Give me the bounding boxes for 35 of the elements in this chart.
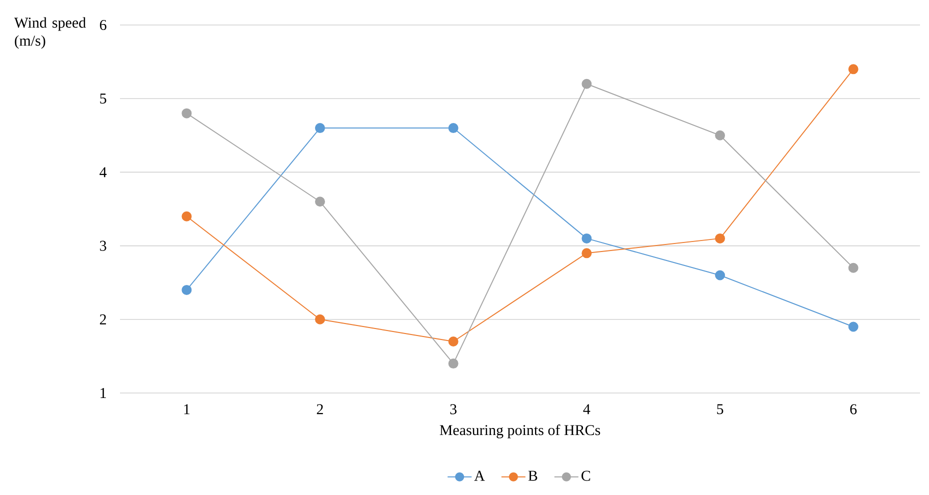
point	[848, 322, 858, 332]
x-tick-label: 6	[850, 404, 857, 414]
legend-label: B	[528, 470, 538, 481]
point	[182, 284, 192, 295]
point	[315, 196, 326, 207]
point	[315, 123, 326, 134]
point	[848, 64, 858, 74]
x-axis-title: Measuring points of HRCs	[440, 424, 600, 438]
point	[582, 248, 592, 258]
x-tick-label: 4	[583, 404, 590, 414]
point	[715, 233, 726, 244]
x-tick-label: 5	[717, 404, 724, 414]
x-tick-label: 1	[184, 404, 190, 414]
point	[715, 130, 726, 140]
y-tick-label: 3	[100, 240, 106, 251]
legend-label: C	[582, 470, 590, 481]
point	[582, 233, 592, 244]
point	[448, 123, 458, 134]
point	[448, 336, 458, 346]
y-tick-label: 2	[100, 314, 106, 324]
point	[182, 108, 192, 118]
x-tick-label: 3	[450, 404, 457, 414]
x-tick-label: 2	[316, 404, 323, 414]
point	[448, 358, 458, 369]
y-axis-title: Wind speed (m/s)	[14, 17, 86, 49]
point	[715, 270, 726, 280]
point	[582, 78, 592, 89]
point	[315, 314, 326, 324]
point	[848, 262, 858, 273]
y-tick-label: 5	[100, 94, 106, 104]
y-tick-label: 6	[100, 20, 106, 30]
legend-label: A	[474, 470, 485, 481]
y-tick-label: 4	[100, 167, 107, 178]
point	[182, 211, 192, 222]
y-tick-label: 1	[100, 388, 106, 398]
